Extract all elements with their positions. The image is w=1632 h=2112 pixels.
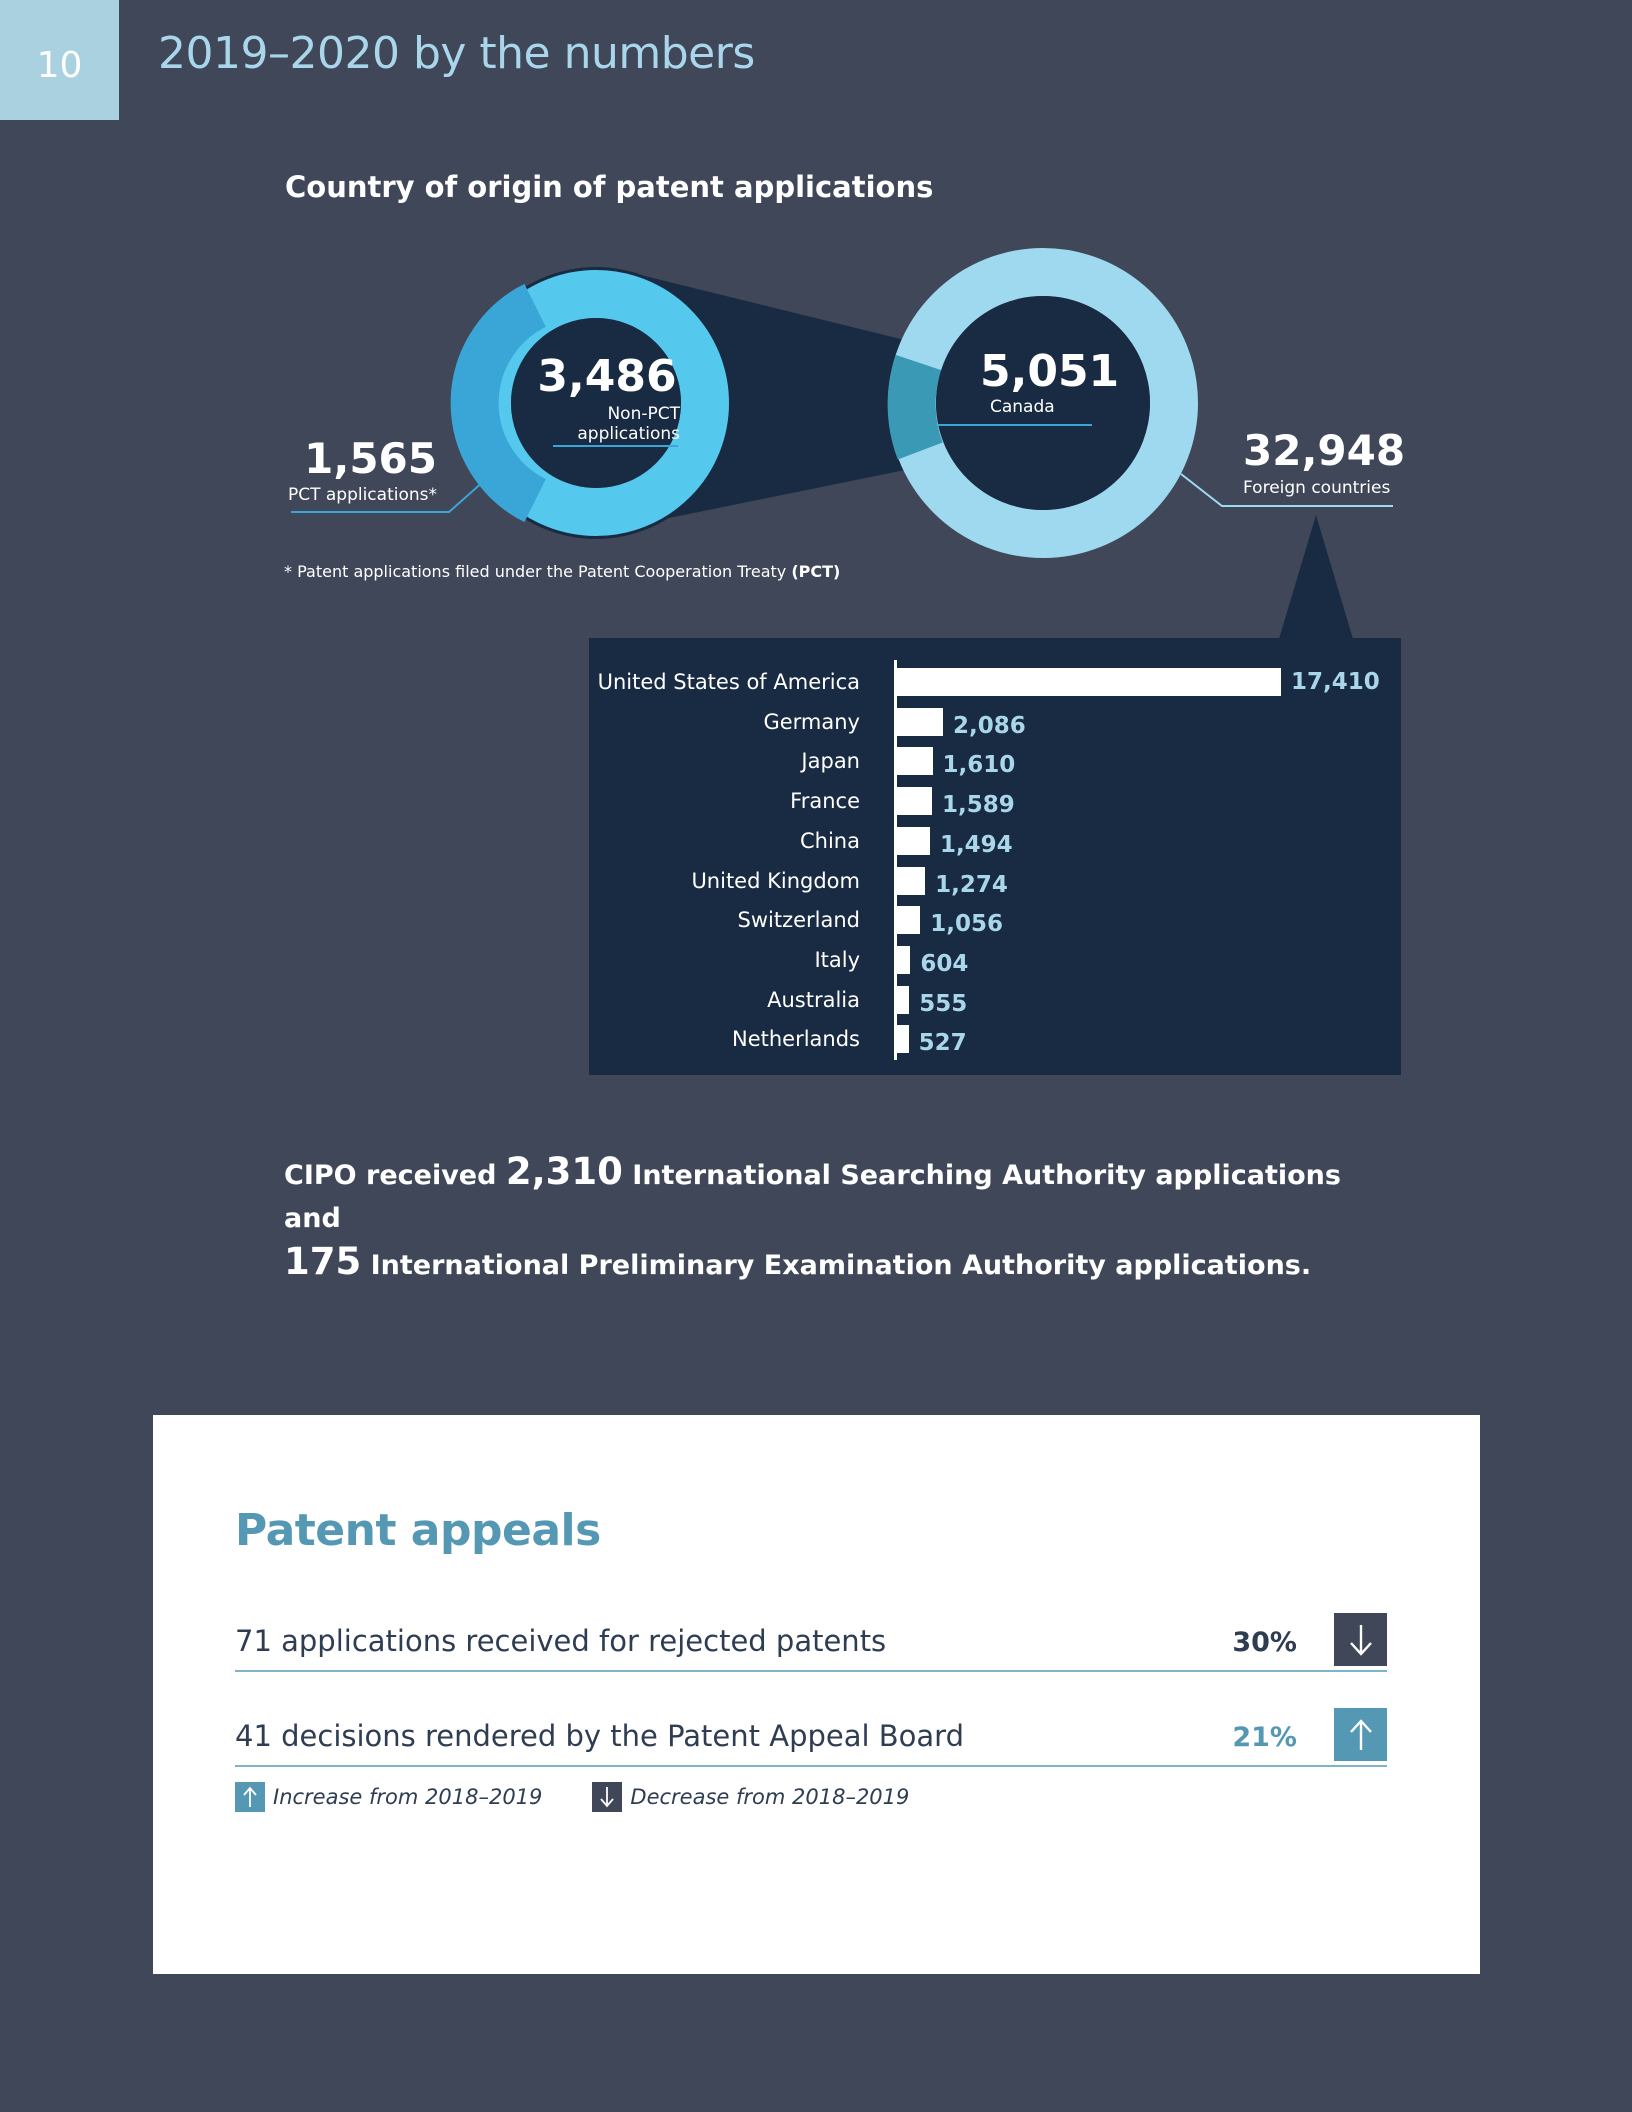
bar-value-label: 527 — [918, 1030, 967, 1057]
foreign-leader-line — [1180, 473, 1393, 507]
page-heading: 2019–2020 by the numbers — [158, 28, 755, 79]
arrow-down-icon — [592, 1782, 623, 1812]
right-donut-center — [936, 296, 1150, 510]
pointer-triangle — [1279, 515, 1353, 639]
summary-text-2: International Searching Authority applic… — [284, 1160, 1341, 1234]
isa-count: 2,310 — [505, 1150, 623, 1193]
bar-chart-axis — [894, 660, 897, 1060]
canada-stat: 5,051 Canada — [980, 350, 1120, 418]
appeal-row-received: 71 applications received for rejected pa… — [235, 1610, 1387, 1672]
bar-row: Japan 1,610 — [589, 747, 1401, 778]
appeal-row-decisions: 41 decisions rendered by the Patent Appe… — [235, 1705, 1387, 1767]
bar — [897, 906, 921, 935]
country-bar-chart: United States of America 17,410 Germany 2,0… — [589, 638, 1401, 1075]
arrow-up-icon — [235, 1782, 265, 1812]
foreign-value: 32,948 — [1243, 426, 1406, 475]
appeals-legend: Increase from 2018–2019 Decrease from 20… — [235, 1782, 959, 1812]
left-donut-pct-segment — [450, 283, 547, 523]
bar-value-label: 1,610 — [942, 752, 1016, 779]
bar — [897, 866, 926, 895]
foreign-stat: 32,948 Foreign countries — [1243, 426, 1406, 499]
origin-section-title: Country of origin of patent applications — [285, 170, 934, 204]
pct-label: PCT applications* — [287, 485, 437, 505]
nonpct-stat: 3,486 Non-PCT applications — [537, 355, 680, 444]
bar-panel-pointer — [1279, 515, 1353, 639]
bar — [897, 1025, 909, 1054]
bar — [897, 945, 911, 974]
legend-decrease: Decrease from 2018–2019 — [592, 1782, 909, 1812]
foreign-label: Foreign countries — [1243, 478, 1391, 498]
footnote-text: * Patent applications filed under the Pa… — [284, 562, 792, 581]
appeal-row-percent: 30% — [1232, 1627, 1297, 1658]
bar-row: France 1,589 — [589, 787, 1401, 818]
footnote-abbr: (PCT) — [791, 562, 841, 581]
bar-value-label: 555 — [919, 990, 968, 1017]
bar-value-label: 1,494 — [939, 831, 1013, 858]
ipea-count: 175 — [284, 1240, 362, 1283]
nonpct-value: 3,486 — [537, 351, 677, 402]
bar-category-label: Australia — [767, 987, 860, 1012]
pct-value: 1,565 — [304, 434, 437, 483]
appeal-row-desc: 41 decisions rendered by the Patent Appe… — [235, 1719, 965, 1753]
legend-decrease-label: Decrease from 2018–2019 — [630, 1785, 910, 1809]
bar-row: Germany 2,086 — [589, 707, 1401, 739]
bar-value-label: 1,589 — [942, 792, 1015, 819]
bar-row: Netherlands 527 — [589, 1025, 1401, 1056]
bar-value-label: 604 — [920, 950, 969, 977]
bar — [897, 668, 1281, 696]
pct-footnote: * Patent applications filed under the Pa… — [284, 562, 840, 581]
summary-text-1: CIPO received — [284, 1160, 506, 1191]
bar-category-label: Japan — [801, 749, 860, 774]
canada-label: Canada — [990, 397, 1055, 417]
arrow-down-icon — [1334, 1613, 1387, 1666]
appeal-row-desc: 71 applications received for rejected pa… — [235, 1624, 887, 1658]
appeal-row-percent: 21% — [1232, 1722, 1297, 1753]
pct-stat: 1,565 PCT applications* — [285, 438, 437, 506]
nonpct-label-line1: Non-PCT — [607, 404, 680, 424]
origin-donut-diagram — [291, 248, 1393, 558]
bar — [897, 747, 933, 776]
summary-text-3: International Preliminary Examination Au… — [361, 1250, 1312, 1281]
legend-increase: Increase from 2018–2019 — [235, 1782, 542, 1812]
bar-row: United States of America 17,410 — [589, 668, 1401, 696]
bar-row: China 1,494 — [589, 826, 1401, 858]
bar — [897, 787, 933, 816]
bar-category-label: Germany — [763, 709, 860, 734]
bar-category-label: Italy — [814, 947, 860, 972]
bar-row: Switzerland 1,056 — [589, 906, 1401, 937]
right-donut-canada-segment — [887, 354, 943, 460]
arrow-up-icon — [1334, 1708, 1387, 1761]
bar-category-label: United Kingdom — [691, 868, 860, 893]
bar-category-label: Switzerland — [737, 908, 861, 933]
patent-appeals-card: Patent appeals 71 applications received … — [153, 1415, 1480, 1974]
appeals-title: Patent appeals — [235, 1505, 601, 1556]
bar-category-label: Netherlands — [731, 1027, 860, 1052]
bar — [897, 707, 943, 736]
bar-row: United Kingdom 1,274 — [589, 866, 1401, 898]
bar-row: Australia 555 — [589, 985, 1401, 1017]
bar-value-label: 1,056 — [930, 911, 1004, 938]
bar — [897, 985, 910, 1014]
bar — [897, 826, 930, 855]
legend-increase-label: Increase from 2018–2019 — [273, 1785, 543, 1809]
bar-value-label: 2,086 — [953, 712, 1026, 739]
pct-leader-line — [291, 472, 494, 513]
cipo-summary: CIPO received 2,310 International Search… — [284, 1150, 1384, 1287]
bar-category-label: France — [790, 789, 860, 814]
bar-row: Italy 604 — [589, 945, 1401, 977]
canada-value: 5,051 — [980, 346, 1120, 397]
bar-value-label: 17,410 — [1291, 669, 1380, 695]
nonpct-label-line2: applications — [577, 423, 680, 444]
bar-value-label: 1,274 — [935, 871, 1008, 898]
bar-category-label: China — [800, 828, 860, 853]
bar-category-label: United States of America — [597, 670, 860, 694]
page-number: 10 — [0, 0, 119, 120]
